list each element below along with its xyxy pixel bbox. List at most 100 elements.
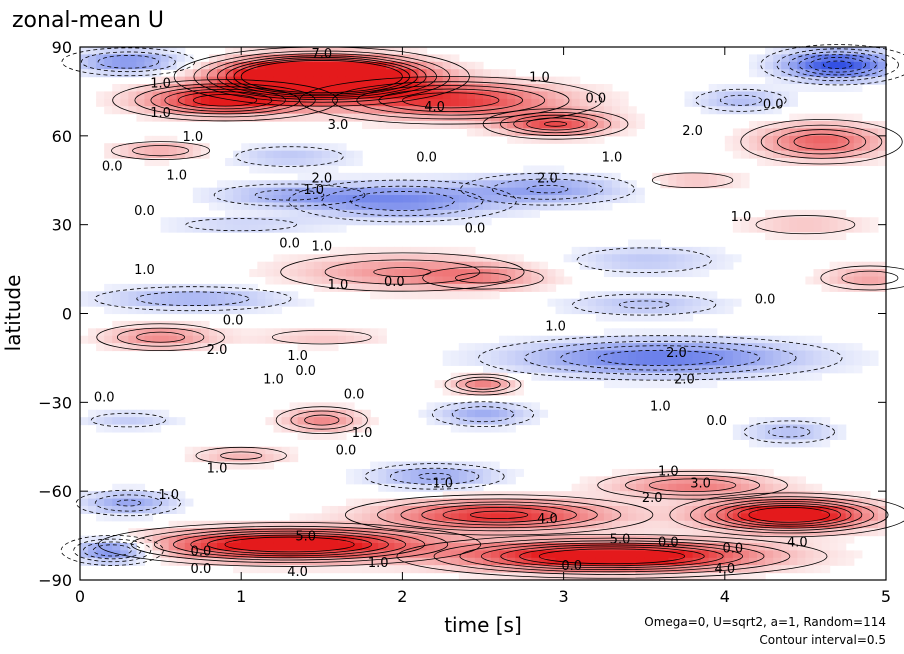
heatmap-cell (418, 202, 428, 211)
heatmap-cell (805, 424, 815, 433)
heatmap-cell (297, 224, 307, 233)
heatmap-cell (289, 520, 299, 529)
heatmap-cell (176, 328, 186, 337)
heatmap-cell (757, 128, 766, 137)
heatmap-cell (491, 209, 500, 218)
heatmap-cell (225, 98, 234, 107)
heatmap-cell (378, 328, 387, 337)
heatmap-cell (611, 528, 621, 537)
heatmap-cell (249, 217, 258, 226)
heatmap-cell (539, 283, 549, 292)
contour-line (90, 412, 166, 428)
heatmap-cell (620, 535, 629, 544)
heatmap-cell (845, 365, 855, 374)
heatmap-cell (233, 298, 242, 307)
heatmap-cell (531, 283, 541, 292)
heatmap-cell (217, 106, 226, 115)
contour-line (760, 44, 904, 86)
heatmap-cell (603, 306, 613, 315)
heatmap-cell (515, 343, 524, 352)
heatmap-cell (805, 513, 815, 522)
heatmap-cell (200, 306, 210, 315)
heatmap-cell (410, 217, 420, 226)
heatmap-cell (128, 69, 138, 78)
heatmap-cell (273, 69, 283, 78)
heatmap-cell (692, 350, 702, 359)
heatmap-cell (821, 535, 831, 544)
heatmap-cell (603, 535, 613, 544)
heatmap-cell (136, 306, 146, 315)
heatmap-cell (410, 520, 420, 529)
heatmap-cell (587, 365, 597, 374)
heatmap-cell (611, 269, 621, 278)
heatmap-cell (354, 61, 363, 70)
heatmap-cell (732, 150, 742, 159)
heatmap-cell (797, 209, 806, 218)
heatmap-cell (797, 483, 806, 492)
heatmap-cell (571, 505, 581, 514)
heatmap-cell (426, 113, 436, 122)
heatmap-cell (233, 520, 242, 529)
heatmap-cell (555, 98, 565, 107)
heatmap-cell (442, 565, 452, 574)
heatmap-cell (217, 217, 226, 226)
heatmap-cell (466, 372, 476, 381)
heatmap-cell (345, 535, 355, 544)
heatmap-cell (595, 128, 605, 137)
heatmap-cell (515, 187, 524, 196)
heatmap-cell (120, 143, 129, 152)
heatmap-cell (474, 476, 484, 485)
heatmap-cell (603, 180, 613, 189)
heatmap-cell (684, 172, 694, 181)
heatmap-cell (587, 291, 597, 300)
heatmap-cell (329, 565, 339, 574)
heatmap-cell (289, 254, 299, 263)
heatmap-cell (483, 402, 492, 411)
heatmap-cell (313, 150, 323, 159)
heatmap-cell (813, 535, 823, 544)
heatmap-cell (684, 98, 694, 107)
heatmap-cell (410, 180, 420, 189)
heatmap-cell (660, 483, 669, 492)
heatmap-cell (797, 76, 806, 85)
heatmap-cell (442, 461, 452, 470)
contour-line (73, 538, 152, 563)
heatmap-cell (200, 542, 210, 551)
heatmap-cell (386, 557, 395, 566)
heatmap-cell (869, 498, 879, 507)
heatmap-cell (474, 291, 484, 300)
heatmap-cell (434, 409, 444, 418)
heatmap-cell (192, 343, 202, 352)
heatmap-cell (781, 557, 790, 566)
heatmap-cell (491, 350, 500, 359)
heatmap-cell (329, 520, 339, 529)
heatmap-cell (547, 357, 557, 366)
heatmap-cell (853, 350, 863, 359)
heatmap-cell (773, 491, 782, 500)
heatmap-cell (636, 483, 645, 492)
heatmap-cell (458, 461, 468, 470)
contour-line (737, 505, 842, 525)
heatmap-cell (539, 343, 549, 352)
heatmap-cell (233, 224, 242, 233)
heatmap-cell (120, 47, 129, 56)
heatmap-cell (313, 328, 323, 337)
heatmap-cell (354, 335, 363, 344)
heatmap-cell (257, 106, 266, 115)
heatmap-cell (716, 565, 726, 574)
heatmap-cell (281, 61, 291, 70)
heatmap-cell (571, 254, 581, 263)
heatmap-cell (797, 491, 806, 500)
heatmap-cell (644, 335, 653, 344)
heatmap-cell (112, 535, 121, 544)
heatmap-cell (289, 298, 299, 307)
heatmap-cell (853, 550, 863, 559)
heatmap-cell (305, 298, 315, 307)
heatmap-cell (80, 535, 89, 544)
heatmap-cell (418, 180, 428, 189)
heatmap-cell (225, 202, 234, 211)
contour-line (132, 145, 190, 157)
heatmap-cell (184, 343, 194, 352)
heatmap-cell (547, 276, 557, 285)
heatmap-cell (345, 468, 355, 477)
